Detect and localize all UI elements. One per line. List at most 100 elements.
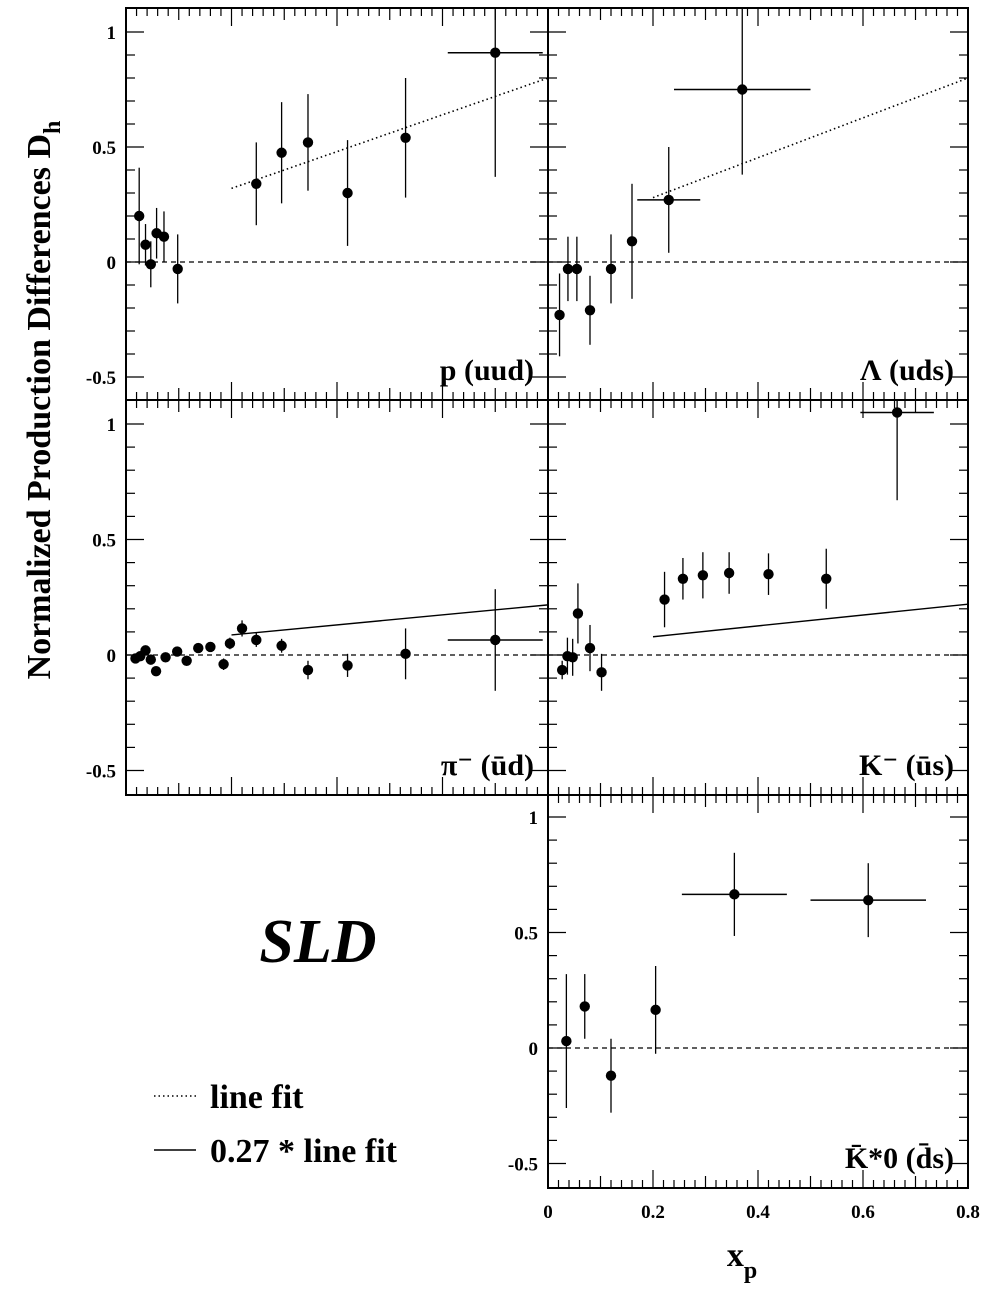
data-point [400, 132, 411, 143]
line-fit [231, 77, 549, 190]
data-point [579, 1001, 590, 1012]
panel-label-p: p (uud) [440, 354, 534, 387]
x-axis-title: xp [727, 1237, 757, 1284]
data-point [891, 407, 903, 418]
y-tick-label: 0 [107, 646, 117, 667]
y-tick-label: 1 [107, 415, 117, 436]
panel-frame [547, 7, 969, 401]
y-tick-label: 0.5 [514, 924, 538, 945]
y-tick-label: 0.5 [92, 138, 116, 159]
y-tick-label: 1 [107, 23, 117, 44]
data-point [400, 648, 411, 660]
data-point [596, 667, 607, 678]
data-point [172, 263, 183, 275]
data-point [251, 634, 262, 646]
data-point [140, 239, 151, 250]
data-point [763, 568, 774, 580]
y-tick-label: 0.5 [92, 531, 116, 552]
data-point [663, 194, 674, 206]
data-point [605, 263, 617, 275]
y-tick-label: 1 [529, 808, 539, 829]
experiment-label: SLD [259, 908, 376, 976]
panel-piminus: π⁻ (ūd) [125, 399, 549, 796]
data-point [490, 634, 501, 646]
data-point [224, 638, 236, 649]
panel-p: p (uud) [125, 7, 549, 401]
data-point [677, 573, 689, 584]
data-point [276, 147, 287, 158]
data-point [181, 655, 192, 666]
data-point [133, 210, 145, 222]
panel-label-kstar0bar: K̄*0 (d̄s) [845, 1142, 954, 1175]
y-axis-title-main: Normalized Production Differences D [21, 134, 58, 679]
data-point [251, 178, 262, 189]
panel-label-piminus: π⁻ (ūd) [441, 749, 534, 782]
x-tick-label: 0.8 [956, 1202, 980, 1223]
x-tick-label: 0.4 [746, 1202, 770, 1223]
y-tick-label: 0 [529, 1039, 539, 1060]
scaled-line-fit [652, 603, 969, 638]
panel-kminus: K⁻ (ūs) [547, 399, 969, 796]
data-point [572, 608, 584, 619]
y-tick-label: -0.5 [86, 762, 116, 783]
data-point [567, 652, 578, 663]
data-point [145, 259, 156, 270]
panel-frame [547, 794, 969, 1189]
data-point [193, 642, 204, 654]
panel-lambda: Λ (uds) [547, 7, 969, 401]
data-point [562, 263, 574, 275]
panel-kstar0bar: K̄*0 (d̄s) [547, 794, 969, 1189]
y-axis-title-sub: h [40, 121, 66, 134]
line-fit [652, 77, 969, 199]
data-point [160, 652, 171, 663]
data-point [556, 664, 568, 676]
data-point [723, 567, 735, 579]
y-axis-title: Normalized Production Differences Dh [21, 121, 66, 680]
panel-frame [125, 7, 549, 401]
data-point [650, 1004, 661, 1016]
data-point [205, 641, 216, 653]
data-point [584, 642, 596, 654]
data-point [342, 187, 353, 199]
legend-label: 0.27 * line fit [210, 1133, 398, 1170]
x-axis-title-main: x [727, 1237, 744, 1274]
data-point [302, 137, 314, 148]
data-point [302, 664, 314, 676]
y-tick-label: -0.5 [508, 1155, 538, 1176]
data-point [729, 889, 740, 900]
x-axis-title-sub: p [744, 1258, 757, 1284]
data-point [863, 894, 874, 906]
data-point [150, 665, 162, 677]
data-point [821, 573, 832, 584]
data-point [276, 640, 287, 651]
panel-frame [547, 399, 969, 796]
legend-label: line fit [210, 1079, 304, 1116]
data-point [626, 236, 638, 247]
x-tick-label: 0 [543, 1202, 553, 1223]
data-point [605, 1070, 617, 1081]
data-point [218, 659, 229, 670]
data-point [737, 84, 748, 95]
data-point [171, 646, 183, 657]
data-point [697, 570, 709, 581]
data-point [584, 305, 596, 316]
data-point [561, 1035, 572, 1047]
data-point [140, 645, 151, 656]
panel-frame [125, 399, 549, 796]
x-tick-label: 0.2 [641, 1202, 665, 1223]
y-tick-label: -0.5 [86, 368, 116, 389]
panel-label-lambda: Λ (uds) [860, 354, 954, 387]
data-point [659, 594, 670, 605]
x-tick-label: 0.6 [851, 1202, 875, 1223]
data-point [554, 309, 565, 321]
data-point [571, 263, 583, 275]
data-point [236, 623, 248, 634]
data-point [490, 47, 501, 58]
scaled-line-fit [231, 604, 549, 636]
panel-label-kminus: K⁻ (ūs) [859, 749, 954, 782]
data-point [145, 654, 156, 665]
data-point [342, 660, 353, 671]
y-tick-label: 0 [107, 253, 117, 274]
